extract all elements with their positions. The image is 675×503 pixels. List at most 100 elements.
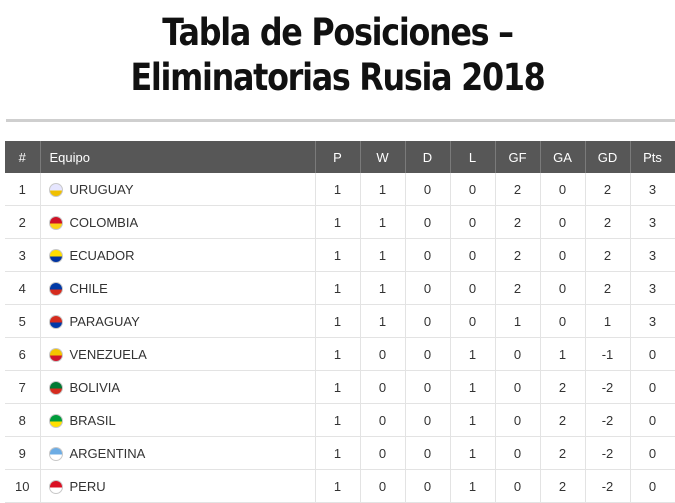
cell-goals-against: 2 — [540, 436, 586, 470]
team-name: URUGUAY — [69, 182, 134, 198]
cell-lost: 0 — [450, 271, 496, 305]
cell-pos: 8 — [5, 403, 41, 437]
cell-team: CHILE — [40, 271, 316, 305]
cell-team: BRASIL — [40, 403, 316, 437]
cell-team: VENEZUELA — [40, 337, 316, 371]
cell-goal-difference: -2 — [585, 469, 631, 503]
header-goal-difference: GD — [585, 141, 631, 173]
table-row: 1 URUGUAY 1 1 0 0 2 0 2 3 — [5, 173, 675, 206]
cell-points: 0 — [630, 469, 675, 503]
cell-pos: 7 — [5, 370, 41, 404]
cell-drawn: 0 — [405, 436, 451, 470]
cell-goals-against: 0 — [540, 238, 586, 272]
cell-played: 1 — [315, 370, 361, 404]
cell-won: 0 — [360, 370, 406, 404]
cell-pos: 3 — [5, 238, 41, 272]
cell-drawn: 0 — [405, 370, 451, 404]
cell-goals-for: 0 — [495, 403, 541, 437]
header-drawn: D — [405, 141, 451, 173]
venezuela-flag-icon — [48, 347, 63, 362]
cell-team: ECUADOR — [40, 238, 316, 272]
cell-goals-against: 0 — [540, 304, 586, 338]
cell-goals-for: 2 — [495, 238, 541, 272]
cell-drawn: 0 — [405, 304, 451, 338]
cell-goal-difference: 1 — [585, 304, 631, 338]
cell-lost: 1 — [450, 337, 496, 371]
cell-goals-against: 2 — [540, 403, 586, 437]
cell-won: 1 — [360, 238, 406, 272]
table-body: 1 URUGUAY 1 1 0 0 2 0 2 3 2 COLOMBIA 1 1… — [5, 173, 675, 503]
table-row: 6 VENEZUELA 1 0 0 1 0 1 -1 0 — [5, 337, 675, 371]
table-row: 3 ECUADOR 1 1 0 0 2 0 2 3 — [5, 238, 675, 272]
cell-lost: 0 — [450, 304, 496, 338]
cell-points: 0 — [630, 370, 675, 404]
cell-won: 0 — [360, 436, 406, 470]
cell-goal-difference: 2 — [585, 173, 631, 206]
team-name: COLOMBIA — [69, 215, 139, 231]
cell-points: 3 — [630, 271, 675, 305]
uruguay-flag-icon — [48, 182, 63, 197]
cell-played: 1 — [315, 271, 361, 305]
cell-goals-against: 0 — [540, 173, 586, 206]
cell-drawn: 0 — [405, 469, 451, 503]
cell-points: 0 — [630, 403, 675, 437]
standings-table-container: # Equipo P W D L GF GA GD Pts 1 URUGUAY … — [5, 141, 675, 503]
cell-goals-for: 0 — [495, 337, 541, 371]
cell-pos: 6 — [5, 337, 41, 371]
bolivia-flag-icon — [48, 380, 63, 395]
cell-goals-for: 0 — [495, 469, 541, 503]
cell-goals-for: 0 — [495, 370, 541, 404]
cell-won: 0 — [360, 337, 406, 371]
chile-flag-icon — [48, 281, 63, 296]
cell-points: 3 — [630, 205, 675, 239]
cell-goal-difference: -2 — [585, 370, 631, 404]
cell-goal-difference: 2 — [585, 238, 631, 272]
table-row: 7 BOLIVIA 1 0 0 1 0 2 -2 0 — [5, 370, 675, 404]
table-row: 2 COLOMBIA 1 1 0 0 2 0 2 3 — [5, 205, 675, 239]
team-name: BRASIL — [69, 413, 116, 429]
cell-drawn: 0 — [405, 271, 451, 305]
table-row: 9 ARGENTINA 1 0 0 1 0 2 -2 0 — [5, 436, 675, 470]
colombia-flag-icon — [48, 215, 63, 230]
cell-lost: 0 — [450, 173, 496, 206]
cell-goal-difference: -1 — [585, 337, 631, 371]
team-name: PARAGUAY — [69, 314, 140, 330]
cell-goal-difference: -2 — [585, 403, 631, 437]
cell-lost: 1 — [450, 469, 496, 503]
cell-played: 1 — [315, 337, 361, 371]
header-goals-for: GF — [495, 141, 541, 173]
cell-drawn: 0 — [405, 238, 451, 272]
cell-goals-against: 0 — [540, 205, 586, 239]
cell-team: BOLIVIA — [40, 370, 316, 404]
table-row: 4 CHILE 1 1 0 0 2 0 2 3 — [5, 271, 675, 305]
team-name: CHILE — [69, 281, 108, 297]
cell-points: 0 — [630, 337, 675, 371]
cell-goals-against: 2 — [540, 370, 586, 404]
cell-lost: 1 — [450, 370, 496, 404]
cell-points: 3 — [630, 173, 675, 206]
cell-team: PARAGUAY — [40, 304, 316, 338]
cell-goal-difference: -2 — [585, 436, 631, 470]
cell-won: 0 — [360, 403, 406, 437]
header-lost: L — [450, 141, 496, 173]
cell-goals-for: 0 — [495, 436, 541, 470]
cell-goals-against: 2 — [540, 469, 586, 503]
cell-lost: 1 — [450, 436, 496, 470]
cell-goals-against: 0 — [540, 271, 586, 305]
page-title: Tabla de Posiciones – Eliminatorias Rusi… — [130, 11, 545, 99]
cell-played: 1 — [315, 205, 361, 239]
cell-played: 1 — [315, 238, 361, 272]
cell-points: 3 — [630, 304, 675, 338]
brasil-flag-icon — [48, 413, 63, 428]
header-team: Equipo — [40, 141, 316, 173]
cell-pos: 4 — [5, 271, 41, 305]
cell-team: URUGUAY — [40, 173, 316, 206]
table-row: 10 PERU 1 0 0 1 0 2 -2 0 — [5, 469, 675, 503]
cell-goal-difference: 2 — [585, 205, 631, 239]
cell-won: 1 — [360, 271, 406, 305]
cell-drawn: 0 — [405, 173, 451, 206]
cell-won: 1 — [360, 173, 406, 206]
cell-played: 1 — [315, 173, 361, 206]
team-name: PERU — [69, 479, 106, 495]
cell-drawn: 0 — [405, 337, 451, 371]
